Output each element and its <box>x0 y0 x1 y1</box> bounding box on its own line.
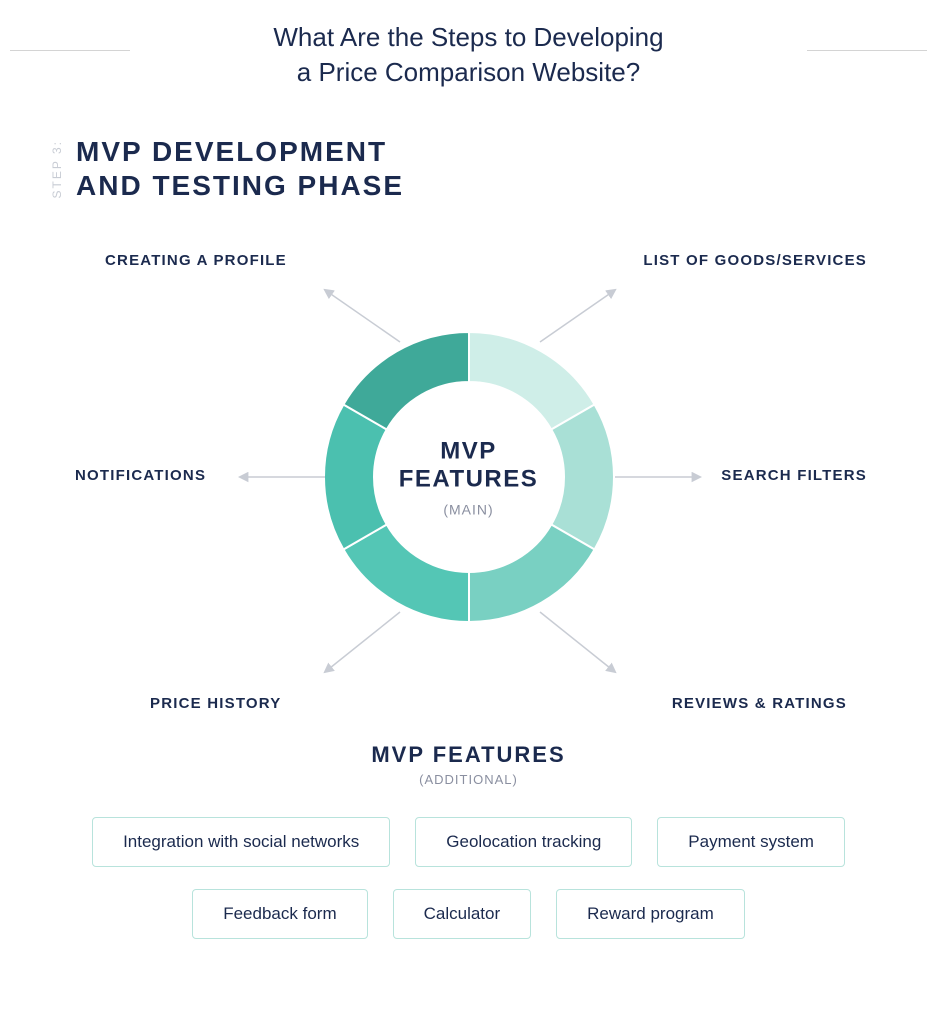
donut-center-title: MVP FEATURES <box>384 438 554 493</box>
feature-label-list-goods: LIST OF GOODS/SERVICES <box>643 252 867 269</box>
additional-feature-box: Feedback form <box>192 889 367 939</box>
additional-row: Feedback form Calculator Reward program <box>60 889 877 939</box>
additional-feature-box: Payment system <box>657 817 845 867</box>
additional-row: Integration with social networks Geolocat… <box>60 817 877 867</box>
feature-label-price-history: PRICE HISTORY <box>150 695 281 712</box>
additional-feature-box: Calculator <box>393 889 532 939</box>
additional-title: MVP FEATURES <box>60 742 877 768</box>
donut-chart: MVP FEATURES (MAIN) <box>324 332 614 622</box>
title-line2: a Price Comparison Website? <box>297 57 640 87</box>
feature-label-search-filters: SEARCH FILTERS <box>721 467 867 484</box>
step-title-line1: MVP DEVELOPMENT <box>76 136 387 167</box>
donut-segment <box>343 332 469 430</box>
step-header: STEP 3: MVP DEVELOPMENT AND TESTING PHAS… <box>0 100 937 212</box>
title-line1: What Are the Steps to Developing <box>273 22 663 52</box>
additional-feature-box: Geolocation tracking <box>415 817 632 867</box>
step-title: MVP DEVELOPMENT AND TESTING PHASE <box>76 135 404 202</box>
additional-feature-box: Reward program <box>556 889 745 939</box>
donut-chart-area: MVP FEATURES (MAIN) CREATING A PROFILE L… <box>0 212 937 742</box>
additional-feature-box: Integration with social networks <box>92 817 390 867</box>
donut-segment <box>469 525 595 623</box>
feature-label-reviews-ratings: REVIEWS & RATINGS <box>672 695 847 712</box>
donut-center-subtitle: (MAIN) <box>384 501 554 517</box>
feature-label-notifications: NOTIFICATIONS <box>75 467 206 484</box>
step-number-label: STEP 3: <box>50 140 64 198</box>
feature-label-creating-profile: CREATING A PROFILE <box>105 252 287 269</box>
page-title: What Are the Steps to Developing a Price… <box>0 0 937 100</box>
step-title-line2: AND TESTING PHASE <box>76 170 404 201</box>
donut-segment <box>551 405 614 550</box>
additional-subtitle: (ADDITIONAL) <box>60 772 877 787</box>
additional-features-section: MVP FEATURES (ADDITIONAL) Integration wi… <box>0 742 937 991</box>
donut-center: MVP FEATURES (MAIN) <box>384 438 554 517</box>
donut-segment <box>324 405 387 550</box>
